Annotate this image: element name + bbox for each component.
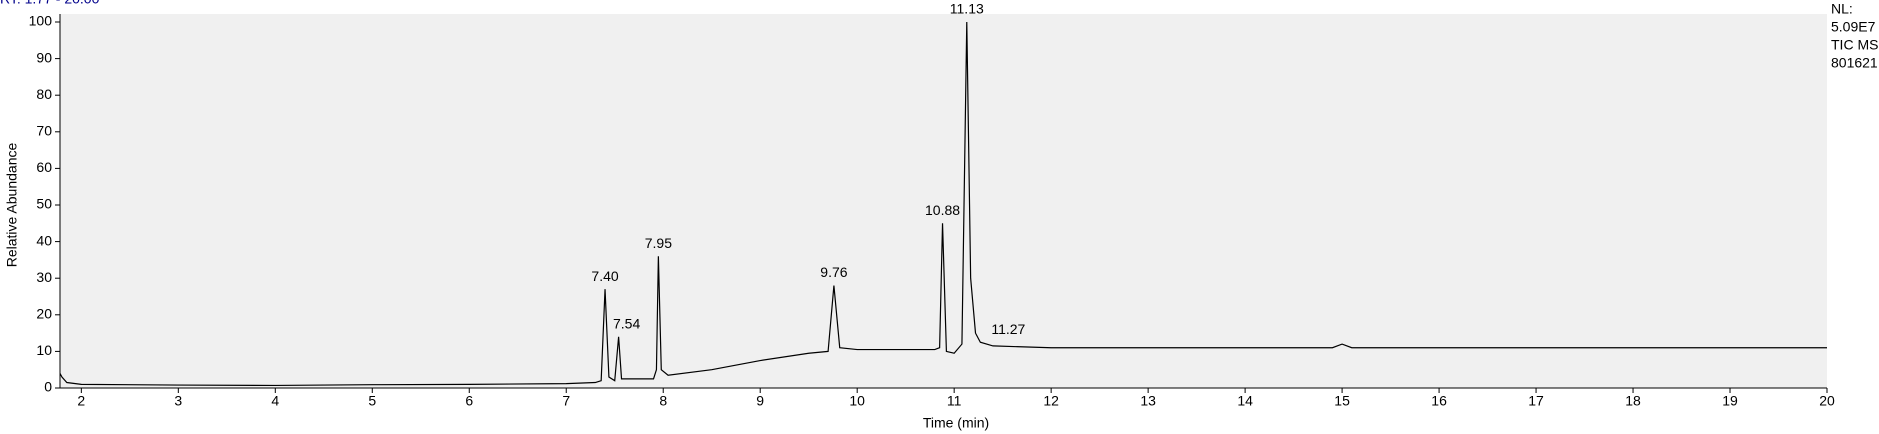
x-axis-label: Time (min) xyxy=(923,415,989,431)
y-tick-label: 70 xyxy=(36,123,52,139)
x-tick-label: 8 xyxy=(659,393,667,409)
x-tick-label: 12 xyxy=(1043,393,1059,409)
x-tick-label: 14 xyxy=(1237,393,1253,409)
x-tick-label: 9 xyxy=(756,393,764,409)
peak-label: 11.27 xyxy=(991,321,1025,337)
info-label: TIC MS xyxy=(1831,37,1878,53)
peak-label: 10.88 xyxy=(925,202,960,218)
info-label: NL: xyxy=(1831,1,1853,17)
y-tick-label: 30 xyxy=(36,269,52,285)
x-tick-label: 5 xyxy=(368,393,376,409)
peak-label: 7.54 xyxy=(613,315,640,331)
x-tick-label: 11 xyxy=(947,393,962,409)
y-tick-label: 10 xyxy=(36,342,52,358)
peak-label: 9.76 xyxy=(820,264,847,280)
x-tick-label: 6 xyxy=(465,393,473,409)
x-tick-label: 3 xyxy=(174,393,182,409)
x-tick-label: 10 xyxy=(849,393,865,409)
y-tick-label: 20 xyxy=(36,306,52,322)
x-tick-label: 16 xyxy=(1431,393,1447,409)
x-tick-label: 2 xyxy=(77,393,85,409)
y-tick-label: 50 xyxy=(36,196,52,212)
y-tick-label: 40 xyxy=(36,232,52,248)
y-tick-label: 100 xyxy=(29,13,53,29)
y-tick-label: 90 xyxy=(36,49,52,65)
x-tick-label: 17 xyxy=(1528,393,1544,409)
x-tick-label: 7 xyxy=(562,393,570,409)
x-tick-label: 18 xyxy=(1625,393,1641,409)
info-label: 5.09E7 xyxy=(1831,19,1876,35)
y-tick-label: 80 xyxy=(36,86,52,102)
header: RT: 1.77 - 20.00 xyxy=(0,0,100,7)
x-tick-label: 4 xyxy=(271,393,279,409)
peak-label: 11.13 xyxy=(950,1,984,17)
trace xyxy=(59,21,1827,387)
y-tick-label: 0 xyxy=(44,379,52,395)
x-tick-label: 15 xyxy=(1334,393,1350,409)
info-label: 801621 xyxy=(1831,55,1878,71)
peak-label: 7.95 xyxy=(645,235,672,251)
peak-label: 7.40 xyxy=(591,268,618,284)
y-tick-label: 60 xyxy=(36,159,52,175)
y-axis-label: Relative Abundance xyxy=(4,143,20,268)
x-tick-label: 19 xyxy=(1722,393,1738,409)
x-tick-label: 20 xyxy=(1819,393,1835,409)
plot-area xyxy=(60,14,1827,388)
x-tick-label: 13 xyxy=(1140,393,1156,409)
